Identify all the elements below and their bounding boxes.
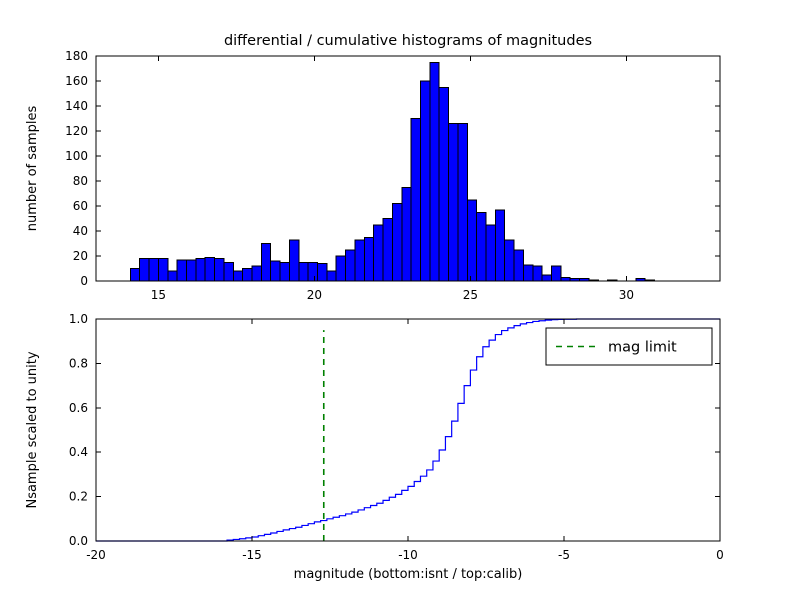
y-tick-label: 180	[65, 49, 88, 63]
histogram-bar	[560, 276, 571, 282]
y-tick-label: 0.2	[69, 490, 88, 504]
histogram-bar	[326, 270, 337, 282]
histogram-bar	[185, 259, 197, 282]
histogram-bar	[148, 258, 159, 282]
y-tick-label: 0.0	[69, 534, 88, 548]
histogram-bar	[251, 265, 262, 282]
x-tick-label: 0	[716, 548, 724, 562]
histogram-bar	[513, 249, 524, 282]
legend-box	[545, 327, 713, 366]
y-tick-label: 100	[65, 149, 88, 163]
y-axis-label: Nsample scaled to unity	[25, 351, 40, 508]
histogram-bar	[401, 186, 412, 282]
axes-1	[95, 318, 721, 542]
cumulative-step-line	[96, 318, 720, 542]
histogram-bar	[335, 255, 347, 282]
histogram-bar	[157, 258, 169, 282]
histogram-bar	[288, 239, 300, 282]
histogram-bar	[139, 258, 150, 282]
histogram-bar	[317, 263, 328, 282]
y-tick-label: 60	[73, 199, 88, 213]
histogram-bar	[522, 264, 534, 282]
histogram-bar	[476, 211, 487, 282]
histogram-bar	[232, 270, 244, 282]
x-tick-label: -20	[86, 548, 106, 562]
histogram-bar	[457, 123, 468, 282]
x-tick-label: 30	[619, 288, 634, 302]
y-tick-label: 0	[80, 274, 88, 288]
y-tick-label: 0.8	[69, 356, 88, 370]
histogram-bar	[410, 118, 421, 282]
axes-frame	[95, 55, 721, 282]
histogram-bar	[448, 123, 459, 282]
y-tick-label: 0.4	[69, 445, 88, 459]
histogram-bar	[167, 270, 178, 282]
histogram-bar	[504, 239, 515, 282]
histogram-bar	[307, 261, 319, 282]
histogram-bar	[204, 256, 216, 282]
histogram-bar	[363, 236, 375, 282]
histogram-bar	[223, 261, 234, 282]
histogram-bar	[541, 274, 553, 282]
histogram-bar	[494, 209, 506, 282]
x-tick-label: 15	[151, 288, 166, 302]
histogram-bar	[195, 258, 206, 282]
histogram-bar	[391, 203, 403, 282]
legend-label: mag limit	[608, 340, 677, 356]
histogram-bar	[345, 249, 356, 282]
tick-labels-1: -20 -15 -10 -5 0 0.0 0.2 0.4 0.6 0.8 1.0	[69, 312, 724, 562]
histogram-bar	[129, 268, 141, 282]
histogram-bar	[429, 61, 440, 282]
y-tick-label: 140	[65, 99, 88, 113]
histogram-bar	[532, 265, 543, 282]
histogram-bar	[438, 86, 450, 282]
legend: mag limit	[545, 327, 713, 366]
x-axis-label: magnitude (bottom:isnt / top:calib)	[294, 567, 523, 582]
x-tick-label: 25	[463, 288, 478, 302]
y-tick-label: 120	[65, 124, 88, 138]
histogram-bar	[214, 258, 225, 282]
histogram-bar	[354, 239, 365, 282]
histogram-bar	[298, 261, 309, 282]
x-tick-label: -15	[242, 548, 262, 562]
histogram-bar	[382, 218, 393, 282]
chart-title: differential / cumulative histograms of …	[224, 33, 592, 49]
y-tick-label: 160	[65, 74, 88, 88]
y-tick-label: 40	[73, 224, 88, 238]
histogram-bar	[485, 224, 496, 282]
histogram-bar	[260, 243, 272, 282]
histogram-bar	[176, 259, 187, 282]
axes-0	[95, 55, 721, 282]
x-tick-label: -10	[398, 548, 418, 562]
y-tick-label: 80	[73, 174, 88, 188]
histogram-bar	[270, 260, 281, 282]
y-tick-label: 1.0	[69, 312, 88, 326]
histogram-bar	[551, 265, 562, 282]
histogram-bar	[373, 224, 384, 282]
histogram-bar	[279, 261, 290, 282]
tick-labels-0: 15 20 25 30 0 20 40 60 80 100 120 140 160 180	[65, 49, 634, 302]
y-tick-label: 0.6	[69, 401, 88, 415]
x-tick-label: 20	[307, 288, 322, 302]
y-tick-label: 20	[73, 249, 88, 263]
histogram-bar	[466, 199, 478, 282]
histogram-bar	[419, 80, 431, 282]
differential-histogram-bars	[129, 61, 655, 282]
x-tick-label: -5	[558, 548, 570, 562]
histogram-bar	[242, 268, 253, 282]
y-axis-label: number of samples	[25, 105, 40, 231]
